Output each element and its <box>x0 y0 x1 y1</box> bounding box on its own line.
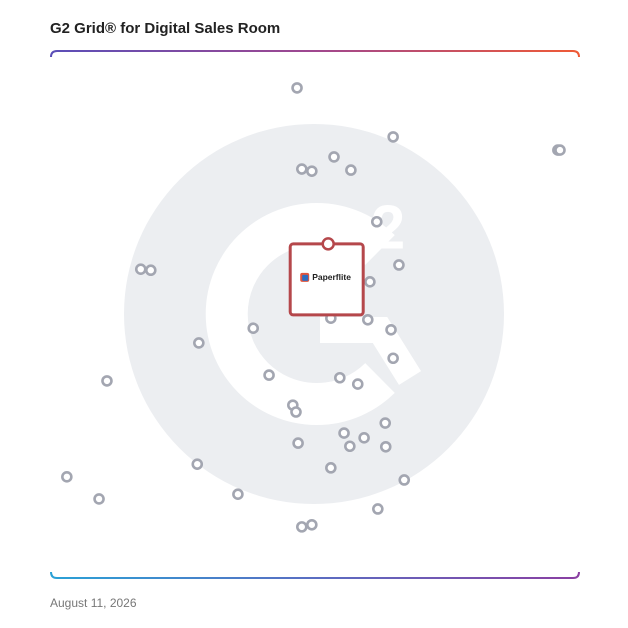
point <box>364 276 376 288</box>
point <box>61 471 73 483</box>
point <box>295 163 308 175</box>
point <box>351 378 364 390</box>
point <box>247 322 260 335</box>
point <box>379 440 392 453</box>
highlight: Paperflite <box>288 237 365 317</box>
point <box>387 131 399 143</box>
point <box>291 82 303 94</box>
point <box>321 237 335 251</box>
border <box>50 571 580 579</box>
point <box>290 406 302 418</box>
point <box>372 503 384 515</box>
point <box>306 165 318 177</box>
svg-text:2: 2 <box>371 193 405 262</box>
point <box>193 337 205 349</box>
point <box>344 440 356 453</box>
point <box>325 462 337 474</box>
point <box>334 371 346 384</box>
highlight-label: Paperflite <box>312 272 351 282</box>
point <box>345 164 357 176</box>
point <box>338 427 350 439</box>
border <box>50 50 580 58</box>
point <box>387 352 399 365</box>
point <box>370 215 383 228</box>
date: August 11, 2026 <box>50 596 137 610</box>
point <box>393 259 405 271</box>
point <box>263 369 275 381</box>
chart-title: G2 Grid® for Digital Sales Room <box>50 20 280 37</box>
point <box>398 474 411 486</box>
point <box>191 458 204 470</box>
point <box>361 313 374 326</box>
point <box>379 417 392 429</box>
point <box>232 488 244 501</box>
point <box>101 375 113 387</box>
point <box>358 432 370 444</box>
point <box>385 323 397 336</box>
grid-frame <box>50 50 580 579</box>
point <box>292 437 304 449</box>
plot-area: Paperflite <box>61 82 566 533</box>
point <box>93 493 105 505</box>
point <box>144 264 157 277</box>
point <box>328 151 340 163</box>
point <box>306 518 318 531</box>
point <box>295 521 308 533</box>
point <box>554 144 566 156</box>
point <box>134 263 147 275</box>
logo-icon <box>302 274 309 281</box>
